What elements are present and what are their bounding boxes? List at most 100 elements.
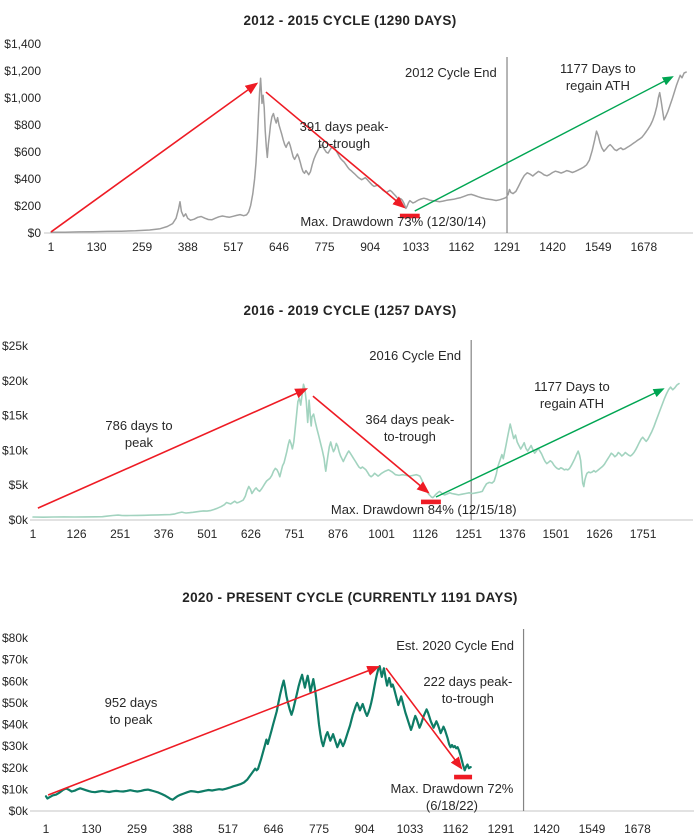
regain-ath-arrow (435, 388, 665, 498)
annotation-cycle-end: 2016 Cycle End (369, 348, 461, 363)
chart-title: 2012 - 2015 CYCLE (1290 DAYS) (243, 13, 456, 28)
x-tick-label: 1751 (630, 527, 657, 541)
advance-to-peak-arrow (47, 666, 380, 796)
x-tick-label: 1 (30, 527, 37, 541)
y-tick-label: $15k (2, 409, 29, 423)
chart-title: 2020 - PRESENT CYCLE (CURRENTLY 1191 DAY… (182, 590, 517, 605)
x-tick-label: 1626 (586, 527, 613, 541)
annotation-peak-to-trough: 222 days peak-to-trough (423, 674, 512, 706)
chart-2012-2015-plot-area: $1,400 $1,200 $1,000 $800 $600 $400 $200 $0 1 130… (4, 37, 693, 254)
annotation-peak-to-trough: 364 days peak-to-trough (365, 412, 454, 444)
y-tick-label: $70k (2, 653, 29, 667)
x-tick-label: 1376 (499, 527, 526, 541)
annotation-regain-ath: 1177 Days to regain ATH (534, 379, 610, 411)
peak-to-trough-arrow (385, 667, 463, 770)
x-tick-label: 517 (218, 822, 238, 836)
regain-ath-arrow (414, 76, 674, 212)
x-tick-label: 130 (87, 240, 107, 254)
annotation-max-drawdown: Max. Drawdown 84% (12/15/18) (331, 502, 517, 517)
y-tick-label: $400 (14, 172, 41, 186)
annotation-cycle-end: 2012 Cycle End (405, 65, 497, 80)
x-tick-label: 1162 (443, 822, 469, 836)
y-tick-label: $1,000 (4, 91, 41, 105)
x-tick-label: 1 (48, 240, 55, 254)
x-tick-label: 775 (315, 240, 335, 254)
x-tick-label: 130 (81, 822, 101, 836)
x-tick-label: 501 (197, 527, 217, 541)
chart-2016-2019-plot-area: $25k$20k$15k$10k$5k$0k1 126 251 376 501 626 75… (2, 339, 693, 541)
max-drawdown-dash (454, 774, 473, 780)
y-tick-label: $30k (2, 739, 29, 753)
x-tick-label: 1162 (449, 240, 475, 254)
y-tick-label: $40k (2, 718, 29, 732)
y-tick-label: $1,200 (4, 64, 41, 78)
annotation-peak-to-trough: 391 days peak-to-trough (300, 119, 389, 151)
y-tick-label: $800 (14, 118, 41, 132)
x-tick-label: 1678 (630, 240, 657, 254)
x-tick-label: 1291 (494, 240, 521, 254)
annotation-regain-ath: 1177 Days to regain ATH (560, 61, 636, 93)
y-tick-label: $600 (14, 145, 41, 159)
y-tick-label: $10k (2, 782, 29, 796)
x-tick-label: 1549 (585, 240, 612, 254)
x-tick-label: 388 (172, 822, 192, 836)
y-tick-label: $50k (2, 696, 29, 710)
x-tick-label: 1291 (488, 822, 515, 836)
y-tick-label: $60k (2, 674, 29, 688)
peak-to-trough-arrow (312, 395, 430, 494)
x-tick-label: 751 (284, 527, 304, 541)
x-tick-label: 1251 (455, 527, 482, 541)
advance-to-peak-arrow (37, 388, 309, 509)
y-tick-label: $20k (2, 761, 29, 775)
chart-2012-2015-cycle: 2012 - 2015 CYCLE (1290 DAYS) $1,400 $1,2… (4, 13, 693, 254)
x-tick-label: 1 (43, 822, 50, 836)
x-tick-label: 1420 (533, 822, 560, 836)
x-tick-label: 775 (309, 822, 329, 836)
y-tick-label: $25k (2, 339, 29, 353)
y-tick-label: $0 (28, 226, 42, 240)
x-tick-label: 1001 (368, 527, 395, 541)
y-tick-label: $0k (9, 804, 29, 818)
x-tick-label: 251 (110, 527, 130, 541)
x-tick-label: 1126 (412, 527, 438, 541)
y-tick-label: $1,400 (4, 37, 41, 51)
y-tick-label: $80k (2, 631, 29, 645)
x-tick-label: 1420 (539, 240, 566, 254)
y-tick-label: $5k (9, 478, 29, 492)
chart-2020-present-plot-area: $80k $70k $60k $50k $40k $30k $20k $10k $0k 1 130 2… (2, 629, 694, 836)
chart-2020-present-cycle: 2020 - PRESENT CYCLE (CURRENTLY 1191 DAY… (2, 590, 694, 836)
annotation-max-drawdown: Max. Drawdown 73% (12/30/14) (300, 214, 486, 229)
annotation-days-to-peak: 786 days to peak (105, 418, 172, 450)
y-tick-label: $10k (2, 443, 29, 457)
x-tick-label: 1501 (543, 527, 570, 541)
x-tick-label: 376 (154, 527, 174, 541)
x-tick-label: 126 (67, 527, 87, 541)
x-tick-label: 388 (178, 240, 198, 254)
x-tick-label: 904 (360, 240, 380, 254)
x-tick-label: 1033 (402, 240, 429, 254)
x-tick-label: 904 (354, 822, 374, 836)
advance-to-peak-arrow (50, 82, 259, 233)
x-tick-label: 646 (269, 240, 289, 254)
x-tick-label: 1033 (397, 822, 424, 836)
x-tick-label: 259 (127, 822, 147, 836)
x-tick-label: 876 (328, 527, 348, 541)
y-tick-label: $200 (14, 199, 41, 213)
x-tick-label: 259 (132, 240, 152, 254)
x-tick-label: 517 (223, 240, 243, 254)
price-series-line (44, 664, 472, 801)
price-series-line (50, 71, 687, 234)
annotation-days-to-peak: 952 days to peak (105, 695, 158, 727)
x-tick-label: 646 (263, 822, 283, 836)
annotation-cycle-end: Est. 2020 Cycle End (396, 638, 514, 653)
x-tick-label: 1678 (624, 822, 651, 836)
max-drawdown-dash (399, 213, 420, 219)
x-tick-label: 1549 (579, 822, 606, 836)
y-tick-label: $20k (2, 374, 29, 388)
peak-to-trough-arrow (265, 91, 406, 209)
chart-title: 2016 - 2019 CYCLE (1257 DAYS) (243, 303, 456, 318)
max-drawdown-dash (420, 499, 441, 505)
chart-2016-2019-cycle: 2016 - 2019 CYCLE (1257 DAYS) $25k $20k $1… (2, 303, 693, 541)
